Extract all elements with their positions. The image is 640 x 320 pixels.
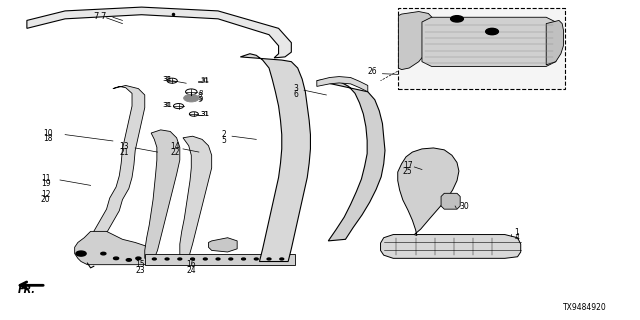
Text: 13: 13 (119, 142, 129, 151)
Circle shape (178, 258, 182, 260)
Circle shape (486, 28, 499, 35)
Polygon shape (145, 253, 294, 265)
Text: 28: 28 (483, 23, 493, 32)
Circle shape (136, 257, 141, 260)
Polygon shape (397, 148, 459, 236)
Text: 31: 31 (164, 102, 173, 108)
Polygon shape (75, 231, 151, 265)
Text: 18: 18 (43, 134, 52, 143)
Text: 31: 31 (200, 77, 209, 83)
Polygon shape (441, 193, 460, 209)
Text: 21: 21 (119, 148, 129, 156)
Circle shape (100, 252, 106, 255)
Circle shape (451, 16, 463, 22)
Text: 15: 15 (135, 260, 145, 269)
Text: 31: 31 (162, 76, 171, 82)
Circle shape (191, 258, 195, 260)
Circle shape (126, 259, 131, 261)
Text: 2: 2 (221, 130, 226, 139)
Text: 6: 6 (293, 90, 298, 99)
Text: 31: 31 (164, 76, 173, 82)
Text: 27: 27 (408, 9, 417, 18)
Text: 25: 25 (403, 167, 412, 176)
Text: 31: 31 (200, 111, 209, 117)
Circle shape (216, 258, 220, 260)
Circle shape (165, 258, 169, 260)
Polygon shape (422, 17, 556, 67)
Text: 26: 26 (368, 67, 378, 76)
Text: 5: 5 (221, 135, 226, 145)
Text: 7: 7 (94, 12, 99, 21)
Polygon shape (27, 7, 291, 58)
Polygon shape (317, 79, 385, 241)
Bar (397, 8, 564, 89)
Polygon shape (145, 130, 180, 258)
Circle shape (152, 258, 156, 260)
Circle shape (242, 258, 246, 260)
Text: 20: 20 (41, 195, 51, 204)
Text: 14: 14 (170, 142, 180, 151)
Text: 9: 9 (199, 96, 204, 102)
Text: 9: 9 (198, 97, 202, 103)
Text: 31: 31 (162, 102, 171, 108)
Text: 16: 16 (186, 260, 196, 269)
Polygon shape (317, 76, 368, 92)
Circle shape (267, 258, 271, 260)
Text: TX9484920: TX9484920 (563, 303, 607, 312)
Polygon shape (88, 85, 145, 253)
Circle shape (76, 251, 86, 256)
Circle shape (113, 257, 118, 260)
Text: 7: 7 (100, 12, 106, 21)
Text: 22: 22 (170, 148, 180, 156)
Circle shape (254, 258, 258, 260)
Circle shape (280, 258, 284, 260)
Polygon shape (381, 235, 521, 258)
Text: FR.: FR. (17, 285, 35, 295)
Text: 3: 3 (293, 84, 298, 93)
Polygon shape (546, 20, 563, 65)
Text: 31: 31 (201, 78, 210, 84)
Text: 11: 11 (41, 174, 51, 183)
Text: 30: 30 (459, 203, 468, 212)
Polygon shape (241, 54, 310, 261)
Text: 1: 1 (515, 228, 519, 237)
Polygon shape (209, 238, 237, 252)
Text: 23: 23 (135, 266, 145, 275)
Circle shape (229, 258, 233, 260)
Text: 12: 12 (41, 190, 51, 199)
Circle shape (184, 94, 199, 102)
Text: 31: 31 (201, 111, 210, 117)
Text: 8: 8 (199, 90, 204, 96)
Text: 4: 4 (515, 233, 519, 242)
Polygon shape (180, 136, 212, 255)
Polygon shape (398, 12, 435, 69)
Text: 29: 29 (544, 58, 554, 67)
Text: 24: 24 (186, 266, 196, 275)
Text: 8: 8 (198, 92, 202, 98)
Text: 17: 17 (403, 161, 412, 170)
Text: 10: 10 (43, 129, 52, 138)
Circle shape (204, 258, 207, 260)
Text: 19: 19 (41, 179, 51, 188)
Text: 28: 28 (456, 8, 466, 17)
